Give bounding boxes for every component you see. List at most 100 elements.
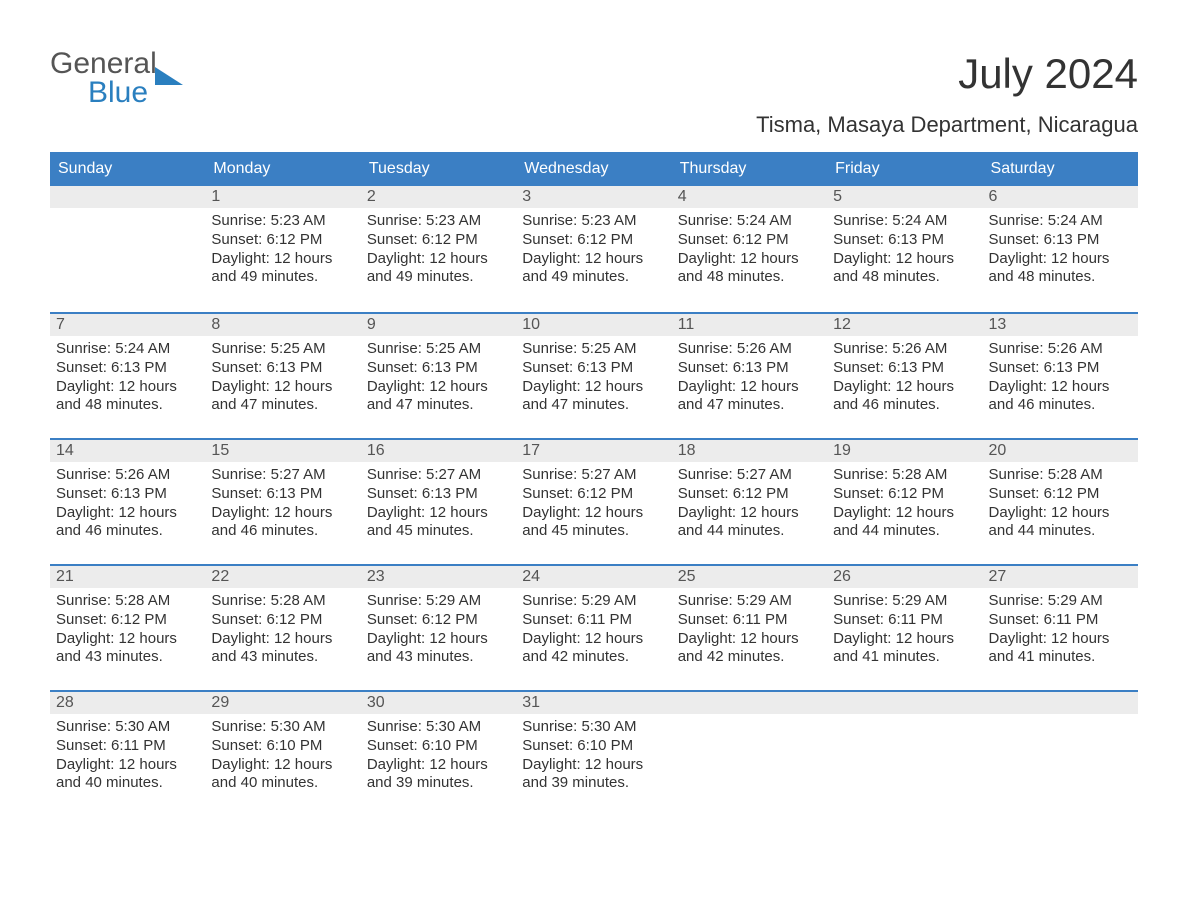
cell-body: Sunrise: 5:30 AMSunset: 6:10 PMDaylight:…: [361, 714, 516, 803]
daylight-text: Daylight: 12 hours and 44 minutes.: [678, 504, 821, 542]
calendar-cell: 6Sunrise: 5:24 AMSunset: 6:13 PMDaylight…: [983, 186, 1138, 312]
sunset-text: Sunset: 6:13 PM: [989, 359, 1132, 378]
sunrise-text: Sunrise: 5:24 AM: [833, 212, 976, 231]
day-number: 8: [205, 314, 360, 336]
sunrise-text: Sunrise: 5:29 AM: [989, 592, 1132, 611]
day-header-sunday: Sunday: [50, 152, 205, 186]
sunset-text: Sunset: 6:13 PM: [678, 359, 821, 378]
sunset-text: Sunset: 6:13 PM: [56, 485, 199, 504]
day-number: 14: [50, 440, 205, 462]
daylight-text: Daylight: 12 hours and 40 minutes.: [56, 756, 199, 794]
calendar-cell: [672, 692, 827, 816]
calendar-cell: 7Sunrise: 5:24 AMSunset: 6:13 PMDaylight…: [50, 314, 205, 438]
cell-body: Sunrise: 5:29 AMSunset: 6:11 PMDaylight:…: [672, 588, 827, 677]
calendar-cell: 3Sunrise: 5:23 AMSunset: 6:12 PMDaylight…: [516, 186, 671, 312]
sunset-text: Sunset: 6:12 PM: [989, 485, 1132, 504]
calendar-cell: 9Sunrise: 5:25 AMSunset: 6:13 PMDaylight…: [361, 314, 516, 438]
location-subtitle: Tisma, Masaya Department, Nicaragua: [756, 112, 1138, 138]
daylight-text: Daylight: 12 hours and 46 minutes.: [989, 378, 1132, 416]
calendar-cell: 15Sunrise: 5:27 AMSunset: 6:13 PMDayligh…: [205, 440, 360, 564]
calendar-cell: 19Sunrise: 5:28 AMSunset: 6:12 PMDayligh…: [827, 440, 982, 564]
sunrise-text: Sunrise: 5:25 AM: [367, 340, 510, 359]
calendar-cell: 2Sunrise: 5:23 AMSunset: 6:12 PMDaylight…: [361, 186, 516, 312]
daylight-text: Daylight: 12 hours and 45 minutes.: [522, 504, 665, 542]
day-number: 6: [983, 186, 1138, 208]
cell-body: Sunrise: 5:27 AMSunset: 6:13 PMDaylight:…: [361, 462, 516, 551]
daylight-text: Daylight: 12 hours and 47 minutes.: [522, 378, 665, 416]
title-block: July 2024 Tisma, Masaya Department, Nica…: [756, 50, 1138, 138]
calendar-cell: 11Sunrise: 5:26 AMSunset: 6:13 PMDayligh…: [672, 314, 827, 438]
logo-text: General Blue: [50, 50, 157, 107]
sunrise-text: Sunrise: 5:28 AM: [211, 592, 354, 611]
cell-body: Sunrise: 5:27 AMSunset: 6:12 PMDaylight:…: [672, 462, 827, 551]
sunset-text: Sunset: 6:12 PM: [211, 611, 354, 630]
daylight-text: Daylight: 12 hours and 43 minutes.: [367, 630, 510, 668]
sunrise-text: Sunrise: 5:28 AM: [56, 592, 199, 611]
daylight-text: Daylight: 12 hours and 46 minutes.: [833, 378, 976, 416]
cell-body: Sunrise: 5:28 AMSunset: 6:12 PMDaylight:…: [205, 588, 360, 677]
sunset-text: Sunset: 6:13 PM: [211, 359, 354, 378]
calendar-cell: 17Sunrise: 5:27 AMSunset: 6:12 PMDayligh…: [516, 440, 671, 564]
day-header-row: Sunday Monday Tuesday Wednesday Thursday…: [50, 152, 1138, 186]
cell-body: Sunrise: 5:23 AMSunset: 6:12 PMDaylight:…: [205, 208, 360, 297]
cell-body: Sunrise: 5:26 AMSunset: 6:13 PMDaylight:…: [983, 336, 1138, 425]
sunrise-text: Sunrise: 5:27 AM: [522, 466, 665, 485]
daylight-text: Daylight: 12 hours and 48 minutes.: [56, 378, 199, 416]
sunset-text: Sunset: 6:12 PM: [367, 231, 510, 250]
calendar-cell: 31Sunrise: 5:30 AMSunset: 6:10 PMDayligh…: [516, 692, 671, 816]
cell-body: Sunrise: 5:30 AMSunset: 6:10 PMDaylight:…: [205, 714, 360, 803]
sunset-text: Sunset: 6:13 PM: [56, 359, 199, 378]
day-number: 5: [827, 186, 982, 208]
sunrise-text: Sunrise: 5:30 AM: [211, 718, 354, 737]
sunrise-text: Sunrise: 5:29 AM: [678, 592, 821, 611]
day-number: 20: [983, 440, 1138, 462]
sunrise-text: Sunrise: 5:27 AM: [367, 466, 510, 485]
day-number: 16: [361, 440, 516, 462]
logo-triangle-icon: [155, 67, 183, 85]
day-number: 1: [205, 186, 360, 208]
sunrise-text: Sunrise: 5:30 AM: [367, 718, 510, 737]
day-number: 12: [827, 314, 982, 336]
calendar-cell: 8Sunrise: 5:25 AMSunset: 6:13 PMDaylight…: [205, 314, 360, 438]
daylight-text: Daylight: 12 hours and 43 minutes.: [56, 630, 199, 668]
cell-body: Sunrise: 5:25 AMSunset: 6:13 PMDaylight:…: [361, 336, 516, 425]
cell-body: Sunrise: 5:29 AMSunset: 6:11 PMDaylight:…: [827, 588, 982, 677]
daylight-text: Daylight: 12 hours and 48 minutes.: [678, 250, 821, 288]
day-number: 9: [361, 314, 516, 336]
daylight-text: Daylight: 12 hours and 42 minutes.: [678, 630, 821, 668]
calendar-cell: 1Sunrise: 5:23 AMSunset: 6:12 PMDaylight…: [205, 186, 360, 312]
sunrise-text: Sunrise: 5:23 AM: [522, 212, 665, 231]
calendar-cell: 23Sunrise: 5:29 AMSunset: 6:12 PMDayligh…: [361, 566, 516, 690]
day-number: 3: [516, 186, 671, 208]
calendar-cell: 27Sunrise: 5:29 AMSunset: 6:11 PMDayligh…: [983, 566, 1138, 690]
cell-body: Sunrise: 5:28 AMSunset: 6:12 PMDaylight:…: [983, 462, 1138, 551]
daylight-text: Daylight: 12 hours and 39 minutes.: [522, 756, 665, 794]
day-number: 17: [516, 440, 671, 462]
cell-body: Sunrise: 5:29 AMSunset: 6:12 PMDaylight:…: [361, 588, 516, 677]
sunset-text: Sunset: 6:10 PM: [211, 737, 354, 756]
sunset-text: Sunset: 6:12 PM: [833, 485, 976, 504]
sunset-text: Sunset: 6:13 PM: [367, 485, 510, 504]
cell-body: Sunrise: 5:29 AMSunset: 6:11 PMDaylight:…: [516, 588, 671, 677]
day-number: 21: [50, 566, 205, 588]
calendar-cell: 29Sunrise: 5:30 AMSunset: 6:10 PMDayligh…: [205, 692, 360, 816]
calendar-cell: 30Sunrise: 5:30 AMSunset: 6:10 PMDayligh…: [361, 692, 516, 816]
sunrise-text: Sunrise: 5:26 AM: [56, 466, 199, 485]
logo-line2: Blue: [50, 79, 157, 108]
week-row: 14Sunrise: 5:26 AMSunset: 6:13 PMDayligh…: [50, 438, 1138, 564]
daylight-text: Daylight: 12 hours and 43 minutes.: [211, 630, 354, 668]
calendar-cell: 28Sunrise: 5:30 AMSunset: 6:11 PMDayligh…: [50, 692, 205, 816]
cell-body: Sunrise: 5:24 AMSunset: 6:12 PMDaylight:…: [672, 208, 827, 297]
calendar-cell: 4Sunrise: 5:24 AMSunset: 6:12 PMDaylight…: [672, 186, 827, 312]
weeks-container: 1Sunrise: 5:23 AMSunset: 6:12 PMDaylight…: [50, 186, 1138, 816]
day-number: 19: [827, 440, 982, 462]
daylight-text: Daylight: 12 hours and 48 minutes.: [833, 250, 976, 288]
cell-body: Sunrise: 5:26 AMSunset: 6:13 PMDaylight:…: [672, 336, 827, 425]
sunrise-text: Sunrise: 5:26 AM: [989, 340, 1132, 359]
week-row: 28Sunrise: 5:30 AMSunset: 6:11 PMDayligh…: [50, 690, 1138, 816]
calendar-cell: 22Sunrise: 5:28 AMSunset: 6:12 PMDayligh…: [205, 566, 360, 690]
daylight-text: Daylight: 12 hours and 47 minutes.: [367, 378, 510, 416]
sunset-text: Sunset: 6:11 PM: [989, 611, 1132, 630]
sunset-text: Sunset: 6:12 PM: [678, 231, 821, 250]
sunset-text: Sunset: 6:13 PM: [833, 359, 976, 378]
